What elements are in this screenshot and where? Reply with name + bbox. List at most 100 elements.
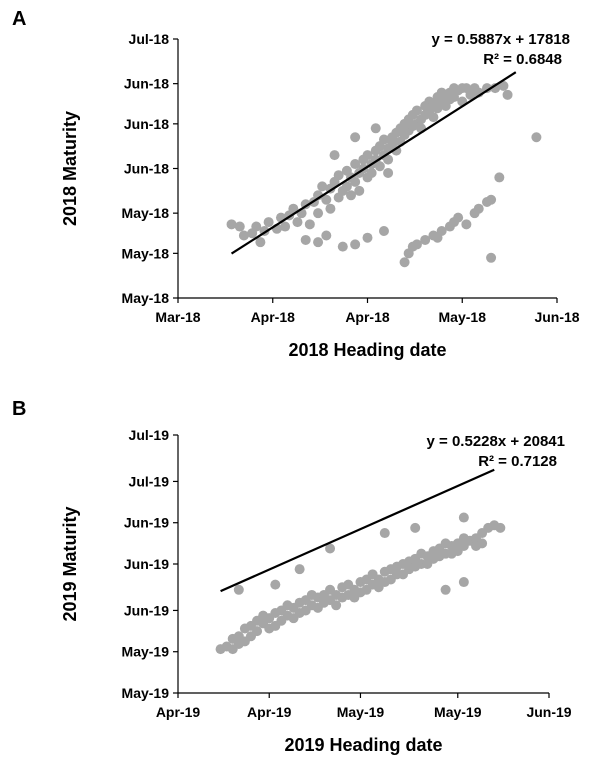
data-point: [325, 543, 336, 554]
data-point: [304, 219, 315, 230]
data-point: [490, 83, 501, 94]
data-point: [362, 232, 373, 243]
data-point: [420, 234, 431, 245]
y-tick-label: Jun-19: [124, 556, 169, 572]
data-point: [383, 167, 394, 178]
data-point: [428, 112, 439, 123]
y-tick-label: Jul-18: [129, 31, 170, 47]
data-point: [498, 80, 509, 91]
data-point: [410, 522, 421, 533]
data-point: [354, 185, 365, 196]
y-tick-label: May-19: [122, 644, 170, 660]
data-point: [300, 234, 311, 245]
data-point: [341, 181, 352, 192]
scatter-chart-2019: May-19 May-19 Jun-19 Jun-19 Jun-19 Jul-19 Jul-…: [60, 427, 572, 755]
panel-letter-a: A: [12, 8, 27, 30]
data-point: [333, 170, 344, 181]
data-point: [411, 105, 422, 116]
r-squared-label: R² = 0.6848: [483, 51, 562, 68]
data-point: [366, 167, 377, 178]
panel-letter-b: B: [12, 398, 27, 420]
data-point: [331, 600, 342, 611]
data-point: [473, 203, 484, 214]
data-point: [486, 252, 497, 263]
x-axis-title: 2019 Heading date: [284, 735, 442, 755]
data-point: [378, 226, 389, 237]
data-point: [263, 217, 274, 228]
x-tick-label: Apr-18: [345, 309, 390, 325]
data-point: [350, 132, 361, 143]
data-point: [288, 203, 299, 214]
y-tick-label: Jun-18: [124, 116, 169, 132]
x-tick-label: Apr-19: [156, 704, 201, 720]
data-point: [238, 230, 249, 241]
data-point: [350, 159, 361, 170]
data-point: [317, 181, 328, 192]
x-tick-label: Jun-19: [526, 704, 571, 720]
y-tick-label: May-18: [122, 245, 170, 261]
data-point: [292, 217, 303, 228]
scatter-chart-2018: May-18 May-18 May-18 Jun-18 Jun-18 Jun-18 Jul-…: [60, 31, 580, 360]
data-point: [329, 150, 340, 161]
data-point: [486, 194, 497, 205]
data-point: [383, 154, 394, 165]
x-tick-label: Mar-18: [155, 309, 200, 325]
data-point: [270, 579, 281, 590]
data-point: [321, 194, 332, 205]
x-tick-label: Apr-18: [251, 309, 296, 325]
trendline: [220, 468, 495, 593]
data-point: [350, 176, 361, 187]
x-axis-title: 2018 Heading date: [288, 340, 446, 360]
data-point: [321, 230, 332, 241]
data-point: [280, 221, 291, 232]
x-tick-label: Jun-18: [534, 309, 579, 325]
data-point: [325, 203, 336, 214]
data-point: [461, 219, 472, 230]
data-point: [494, 172, 505, 183]
data-point: [453, 212, 464, 223]
data-point: [458, 577, 469, 588]
data-point: [252, 626, 263, 637]
data-point: [411, 239, 422, 250]
data-point: [399, 257, 410, 268]
r-squared-label: R² = 0.7128: [478, 453, 557, 470]
data-point: [362, 150, 373, 161]
trendline: [230, 71, 517, 255]
data-point: [346, 190, 357, 201]
data-point: [226, 219, 237, 230]
y-tick-label: Jul-19: [129, 473, 170, 489]
data-point: [379, 528, 390, 539]
data-point: [234, 221, 245, 232]
data-point: [313, 208, 324, 219]
y-tick-label: Jun-19: [124, 515, 169, 531]
data-point: [313, 237, 324, 248]
y-tick-label: Jul-19: [129, 427, 170, 443]
regression-equation: y = 0.5887x + 17818: [432, 31, 570, 48]
data-point: [374, 161, 385, 172]
data-point: [378, 134, 389, 145]
data-point: [440, 584, 451, 595]
x-tick-label: May-19: [434, 704, 482, 720]
data-point: [477, 538, 488, 549]
x-tick-label: May-18: [439, 309, 487, 325]
y-axis-title: 2019 Maturity: [60, 506, 80, 621]
data-point: [255, 237, 266, 248]
data-point: [233, 584, 244, 595]
data-point: [531, 132, 542, 143]
data-point: [370, 123, 381, 134]
y-tick-label: May-18: [122, 205, 170, 221]
y-axis-title: 2018 Maturity: [60, 111, 80, 226]
data-point: [436, 226, 447, 237]
data-point: [502, 89, 513, 100]
data-point: [481, 83, 492, 94]
data-point: [337, 241, 348, 252]
y-tick-label: Jun-18: [124, 76, 169, 92]
y-tick-label: Jun-19: [124, 602, 169, 618]
data-point: [251, 221, 262, 232]
y-tick-label: May-19: [122, 685, 170, 701]
data-point: [350, 239, 361, 250]
y-tick-label: Jun-18: [124, 161, 169, 177]
data-point: [294, 564, 305, 575]
x-tick-label: May-19: [337, 704, 385, 720]
x-tick-label: Apr-19: [247, 704, 292, 720]
